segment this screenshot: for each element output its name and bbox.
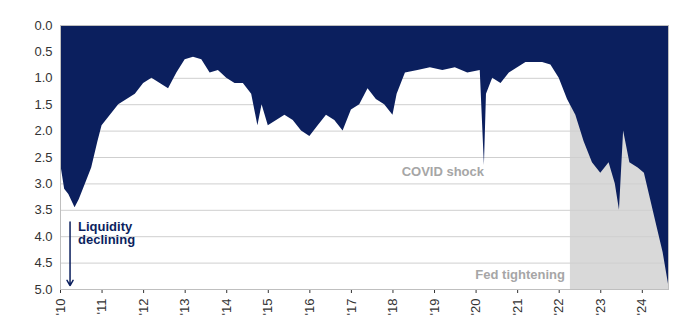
svg-text:'22: '22 <box>551 299 566 316</box>
svg-text:3.0: 3.0 <box>34 176 52 191</box>
svg-text:0.5: 0.5 <box>34 44 52 59</box>
svg-text:'19: '19 <box>427 299 442 316</box>
svg-text:Fed tightening: Fed tightening <box>475 267 565 282</box>
svg-text:1.5: 1.5 <box>34 97 52 112</box>
svg-text:3.5: 3.5 <box>34 202 52 217</box>
svg-text:'15: '15 <box>260 299 275 316</box>
svg-text:'20: '20 <box>468 299 483 316</box>
svg-text:'11: '11 <box>94 299 109 315</box>
svg-text:'13: '13 <box>177 299 192 316</box>
svg-text:'18: '18 <box>385 299 400 316</box>
svg-text:'21: '21 <box>510 299 525 316</box>
svg-text:'17: '17 <box>344 299 359 316</box>
svg-text:'23: '23 <box>593 299 608 316</box>
svg-text:4.0: 4.0 <box>34 229 52 244</box>
svg-text:5.0: 5.0 <box>34 282 52 297</box>
svg-text:'14: '14 <box>219 299 234 316</box>
svg-text:COVID shock: COVID shock <box>402 164 485 179</box>
svg-text:2.5: 2.5 <box>34 150 52 165</box>
svg-text:'12: '12 <box>136 299 151 316</box>
svg-text:0.0: 0.0 <box>34 18 52 33</box>
svg-text:2.0: 2.0 <box>34 123 52 138</box>
svg-text:1.0: 1.0 <box>34 70 52 85</box>
svg-text:'16: '16 <box>302 299 317 316</box>
svg-text:Liquiditydeclining: Liquiditydeclining <box>78 219 135 247</box>
svg-text:'10: '10 <box>53 299 68 316</box>
svg-text:4.5: 4.5 <box>34 255 52 270</box>
svg-text:'24: '24 <box>634 299 649 316</box>
